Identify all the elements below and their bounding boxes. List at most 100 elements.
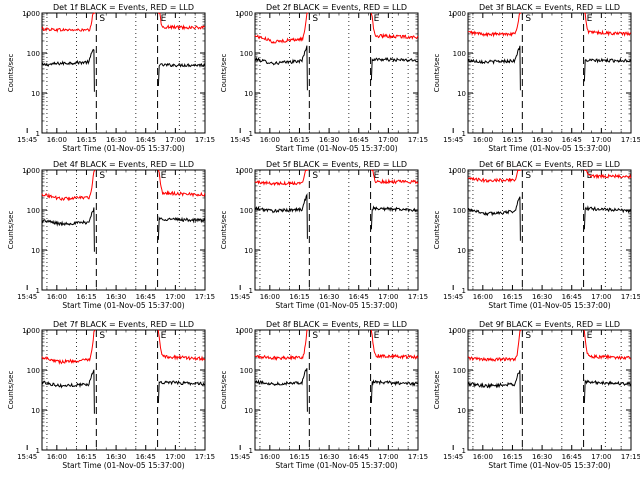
x-tick-label: 16:00 — [473, 136, 493, 144]
lld-series-line — [583, 329, 631, 361]
y-tick-label: 100 — [240, 207, 253, 215]
panel-title: Det 3f BLACK = Events, RED = LLD — [479, 3, 620, 12]
y-tick-label: 10 — [244, 407, 253, 415]
lld-series-line — [41, 169, 96, 202]
x-tick-label: 16:45 — [349, 453, 369, 461]
y-tick-label: 10 — [31, 247, 40, 255]
lld-series-line — [467, 329, 522, 362]
y-tick-label: 1 — [36, 130, 40, 138]
x-tick-label: 16:45 — [136, 136, 156, 144]
marker-label: S — [99, 14, 105, 24]
marker-label: E — [374, 171, 380, 181]
y-tick-label: 1000 — [22, 10, 40, 18]
y-tick-label: 1 — [36, 287, 40, 295]
x-tick-label: 16:00 — [47, 136, 67, 144]
y-axis-label: Counts/sec — [220, 211, 228, 250]
events-series-line — [41, 369, 95, 414]
plot-frame — [254, 329, 419, 451]
y-tick-label: 100 — [27, 367, 40, 375]
panel-title: Det 4f BLACK = Events, RED = LLD — [53, 160, 194, 169]
x-tick-label: 16:15 — [502, 293, 522, 301]
events-series-line — [370, 56, 418, 81]
y-tick-label: 10 — [244, 90, 253, 98]
marker-label: E — [374, 331, 380, 341]
events-series-line — [467, 45, 521, 91]
x-axis-label: Start Time (01-Nov-05 15:37:00) — [275, 144, 397, 153]
lld-series-line — [467, 169, 522, 184]
events-series-line — [254, 368, 308, 412]
x-tick-label: 16:30 — [319, 136, 339, 144]
x-tick-label: 16:00 — [473, 293, 493, 301]
x-tick-label: 16:30 — [106, 453, 126, 461]
y-tick-label: 1000 — [22, 327, 40, 335]
y-tick-label: 1 — [249, 447, 253, 455]
x-tick-label: 16:15 — [76, 293, 96, 301]
y-axis-label: Counts/sec — [433, 371, 441, 410]
x-axis-label: Start Time (01-Nov-05 15:37:00) — [275, 461, 397, 470]
plot-frame — [467, 329, 632, 451]
x-tick-label: 17:00 — [591, 293, 611, 301]
panel-title: Det 9f BLACK = Events, RED = LLD — [479, 320, 620, 329]
x-tick-label: 16:00 — [47, 293, 67, 301]
y-tick-label: 1000 — [235, 167, 253, 175]
events-series-line — [583, 205, 632, 230]
y-axis-label: Counts/sec — [7, 54, 15, 93]
x-tick-label: 17:15 — [408, 453, 428, 461]
x-tick-label: 17:15 — [408, 293, 428, 301]
y-axis-label: Counts/sec — [220, 371, 228, 410]
panel-title: Det 8f BLACK = Events, RED = LLD — [266, 320, 407, 329]
x-tick-label: 16:00 — [260, 136, 280, 144]
lld-series-line — [371, 169, 419, 185]
events-series-line — [254, 45, 308, 91]
y-tick-label: 1000 — [448, 10, 466, 18]
y-tick-label: 100 — [27, 207, 40, 215]
y-tick-label: 1000 — [448, 327, 466, 335]
x-tick-label: 17:15 — [621, 453, 640, 461]
y-tick-label: 1000 — [22, 167, 40, 175]
plot-frame — [254, 169, 419, 291]
plot-frame — [254, 12, 419, 134]
plot-frame — [467, 12, 632, 134]
x-axis-label: Start Time (01-Nov-05 15:37:00) — [275, 301, 397, 310]
y-tick-label: 10 — [457, 90, 466, 98]
x-tick-label: 15:45 — [443, 136, 463, 144]
x-tick-label: 16:30 — [532, 136, 552, 144]
x-tick-label: 15:45 — [17, 293, 37, 301]
marker-label: S — [525, 14, 531, 24]
x-axis-label: Start Time (01-Nov-05 15:37:00) — [488, 144, 610, 153]
y-tick-label: 100 — [453, 367, 466, 375]
x-tick-label: 17:00 — [165, 136, 185, 144]
y-tick-label: 1 — [249, 287, 253, 295]
x-tick-label: 16:30 — [106, 293, 126, 301]
marker-label: E — [161, 171, 167, 181]
detector-panel: Det 1f BLACK = Events, RED = LLD Counts/s… — [7, 3, 215, 153]
marker-label: S — [312, 14, 318, 24]
detector-panel: Det 4f BLACK = Events, RED = LLD Counts/s… — [7, 160, 215, 310]
x-tick-label: 15:45 — [230, 293, 250, 301]
events-series-line — [157, 62, 206, 87]
marker-label: S — [99, 331, 105, 341]
events-series-line — [157, 380, 206, 404]
marker-label: S — [525, 331, 531, 341]
x-tick-label: 16:15 — [76, 453, 96, 461]
lld-series-line — [370, 329, 419, 360]
events-series-line — [583, 379, 632, 404]
lld-series-line — [254, 329, 309, 361]
marker-label: E — [587, 171, 593, 181]
x-tick-label: 16:45 — [562, 453, 582, 461]
y-tick-label: 100 — [240, 50, 253, 58]
x-tick-label: 17:15 — [621, 136, 640, 144]
detector-panel: Det 8f BLACK = Events, RED = LLD Counts/s… — [220, 320, 428, 470]
x-tick-label: 17:00 — [378, 293, 398, 301]
events-series-line — [467, 196, 521, 241]
x-tick-label: 17:00 — [591, 453, 611, 461]
y-tick-label: 1000 — [235, 10, 253, 18]
x-axis-label: Start Time (01-Nov-05 15:37:00) — [488, 461, 610, 470]
lld-series-line — [158, 12, 205, 31]
events-series-line — [467, 370, 521, 414]
x-tick-label: 16:00 — [260, 453, 280, 461]
x-tick-label: 16:30 — [532, 293, 552, 301]
x-axis-label: Start Time (01-Nov-05 15:37:00) — [62, 461, 184, 470]
y-tick-label: 10 — [31, 90, 40, 98]
x-tick-label: 16:00 — [473, 453, 493, 461]
